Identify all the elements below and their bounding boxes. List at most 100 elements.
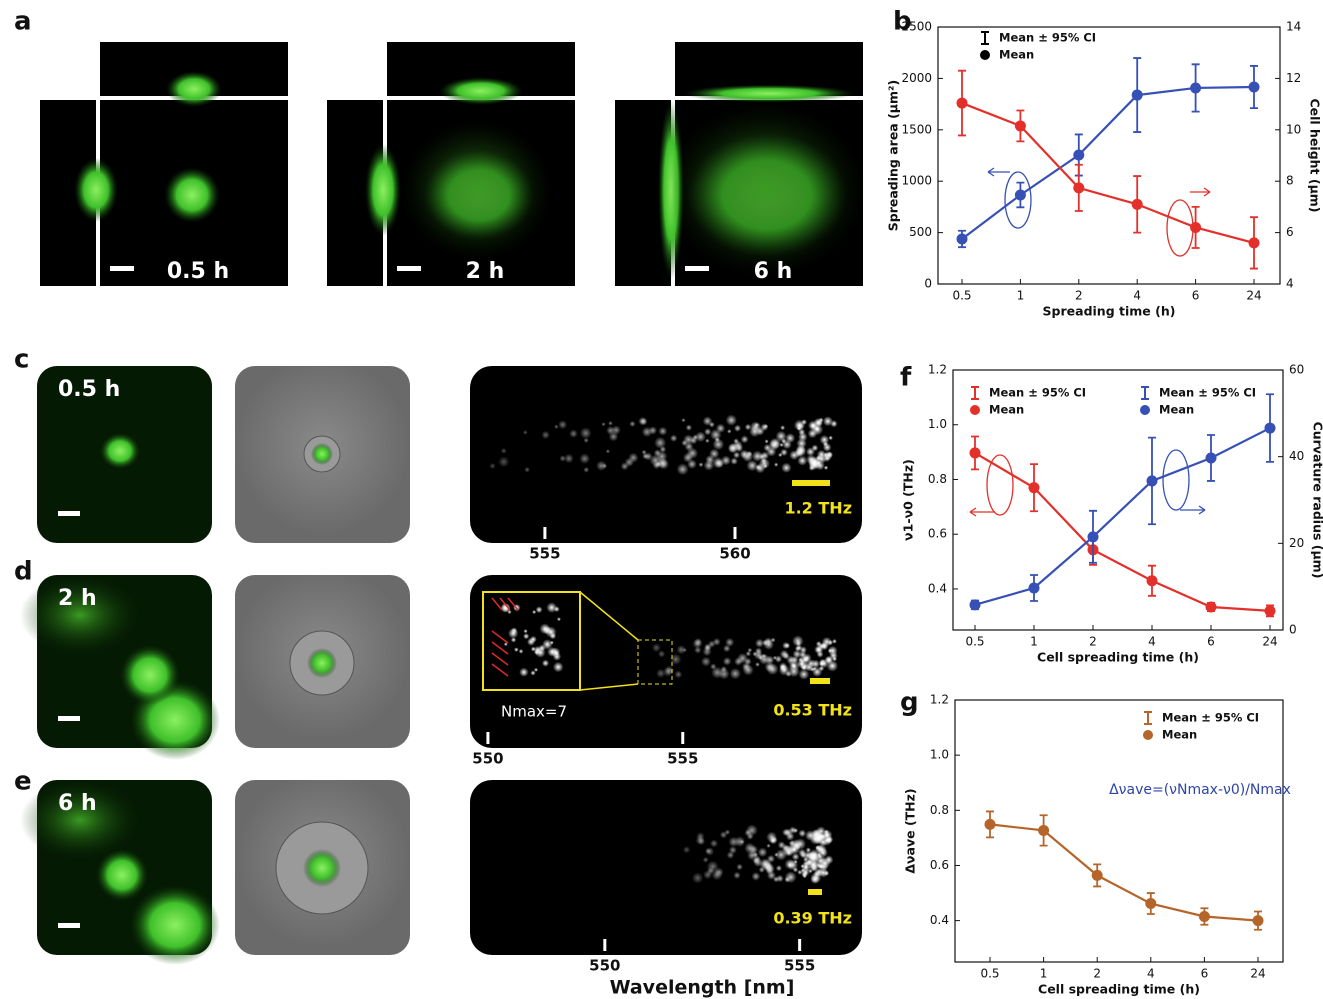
speckle <box>695 836 704 845</box>
panel-label: c <box>14 345 29 375</box>
speckle <box>755 463 765 473</box>
speckle <box>746 451 752 457</box>
speckle <box>580 427 592 439</box>
data-point <box>1073 182 1084 193</box>
neighbor-cell <box>130 885 220 965</box>
cell-side <box>74 158 118 222</box>
speckle <box>674 671 682 679</box>
cell <box>164 167 220 223</box>
x-tick-label: 1 <box>1030 635 1038 649</box>
speckle <box>710 839 718 847</box>
x-tick-label: 4 <box>1133 289 1141 303</box>
data-point <box>1265 605 1276 616</box>
y-axis-label: Spreading area (μm²) <box>886 80 901 231</box>
speckle <box>498 456 509 467</box>
series-line <box>990 824 1258 920</box>
y2-tick-label: 4 <box>1286 277 1294 291</box>
x-tick-label: 1 <box>1040 967 1048 981</box>
speckle <box>519 649 524 654</box>
data-point <box>957 233 968 244</box>
data-point <box>1029 582 1040 593</box>
scale-bar <box>58 923 80 928</box>
speckle <box>716 424 725 433</box>
y-tick-label: 0.6 <box>928 527 947 541</box>
speckle <box>780 425 785 430</box>
speckle <box>658 427 667 436</box>
speckle <box>797 426 802 431</box>
speckle <box>703 416 713 426</box>
scale-bar <box>58 716 80 721</box>
speckle <box>705 847 714 856</box>
speckle <box>764 424 768 428</box>
time-label: 6 h <box>58 791 97 816</box>
guide-arrow <box>1180 506 1205 514</box>
cell <box>120 645 180 705</box>
data-point <box>1132 199 1143 210</box>
speckle <box>816 460 822 466</box>
speckle <box>550 633 557 640</box>
speckle <box>766 844 770 848</box>
legend-dot <box>1143 730 1153 740</box>
y2-tick-label: 20 <box>1289 536 1304 550</box>
cell <box>96 849 148 901</box>
data-point <box>1190 222 1201 233</box>
speckle <box>745 424 752 431</box>
speckle <box>557 617 561 621</box>
speckle <box>715 437 721 443</box>
speckle <box>746 824 758 836</box>
x-tick-label: 1 <box>1017 289 1025 303</box>
data-point <box>1029 482 1040 493</box>
x-axis-label: Cell spreading time (h) <box>1037 650 1199 665</box>
speckle <box>733 451 740 458</box>
x-tick-label: 0.5 <box>980 967 999 981</box>
speckle <box>809 465 815 471</box>
speckle <box>606 449 610 453</box>
scale-label: 0.39 THz <box>773 909 852 928</box>
plot-frame <box>955 700 1283 962</box>
speckle <box>824 466 828 470</box>
legend-dot <box>970 405 980 415</box>
speckle <box>797 870 802 875</box>
cell-top <box>166 71 222 107</box>
speckle <box>730 668 741 679</box>
speckle <box>583 467 589 473</box>
y-tick-label: 0.4 <box>928 581 947 595</box>
speckle <box>524 467 530 473</box>
speckle <box>767 855 775 863</box>
speckle <box>810 829 821 840</box>
speckle <box>795 446 806 457</box>
speckle <box>742 662 750 670</box>
series-line <box>962 87 1254 239</box>
speckle <box>707 861 719 873</box>
scale-label: 1.2 THz <box>784 499 852 518</box>
speckle <box>708 640 715 647</box>
y-tick-label: 0 <box>924 277 932 291</box>
tick-label: 550 <box>472 750 503 768</box>
y-tick-label: 0.6 <box>930 858 949 872</box>
tick-label: 555 <box>784 957 815 975</box>
speckle <box>775 849 786 860</box>
y2-tick-label: 8 <box>1286 174 1294 188</box>
data-point <box>1249 237 1260 248</box>
speckle <box>752 872 761 881</box>
cell <box>100 433 140 469</box>
speckle <box>725 829 730 834</box>
speckle <box>778 841 786 849</box>
sem-nucleus <box>307 648 337 678</box>
legend-dot <box>1140 405 1150 415</box>
speckle <box>687 459 697 469</box>
speckle <box>746 651 752 657</box>
legend-label: Mean <box>999 48 1034 62</box>
speckle <box>532 610 536 614</box>
speckle <box>759 867 765 873</box>
data-point <box>1132 90 1143 101</box>
figure: abcdefg0.5 h2 h6 h0.5 h5555601.2 THz2 h5… <box>0 0 1323 999</box>
speckle <box>705 439 709 443</box>
legend-label: Mean <box>1159 403 1194 417</box>
guide-arrow <box>1190 188 1210 196</box>
speckle <box>791 847 797 853</box>
speckle <box>830 420 837 427</box>
x-tick-label: 24 <box>1250 967 1265 981</box>
x-tick-label: 6 <box>1201 967 1209 981</box>
speckle <box>782 642 789 649</box>
